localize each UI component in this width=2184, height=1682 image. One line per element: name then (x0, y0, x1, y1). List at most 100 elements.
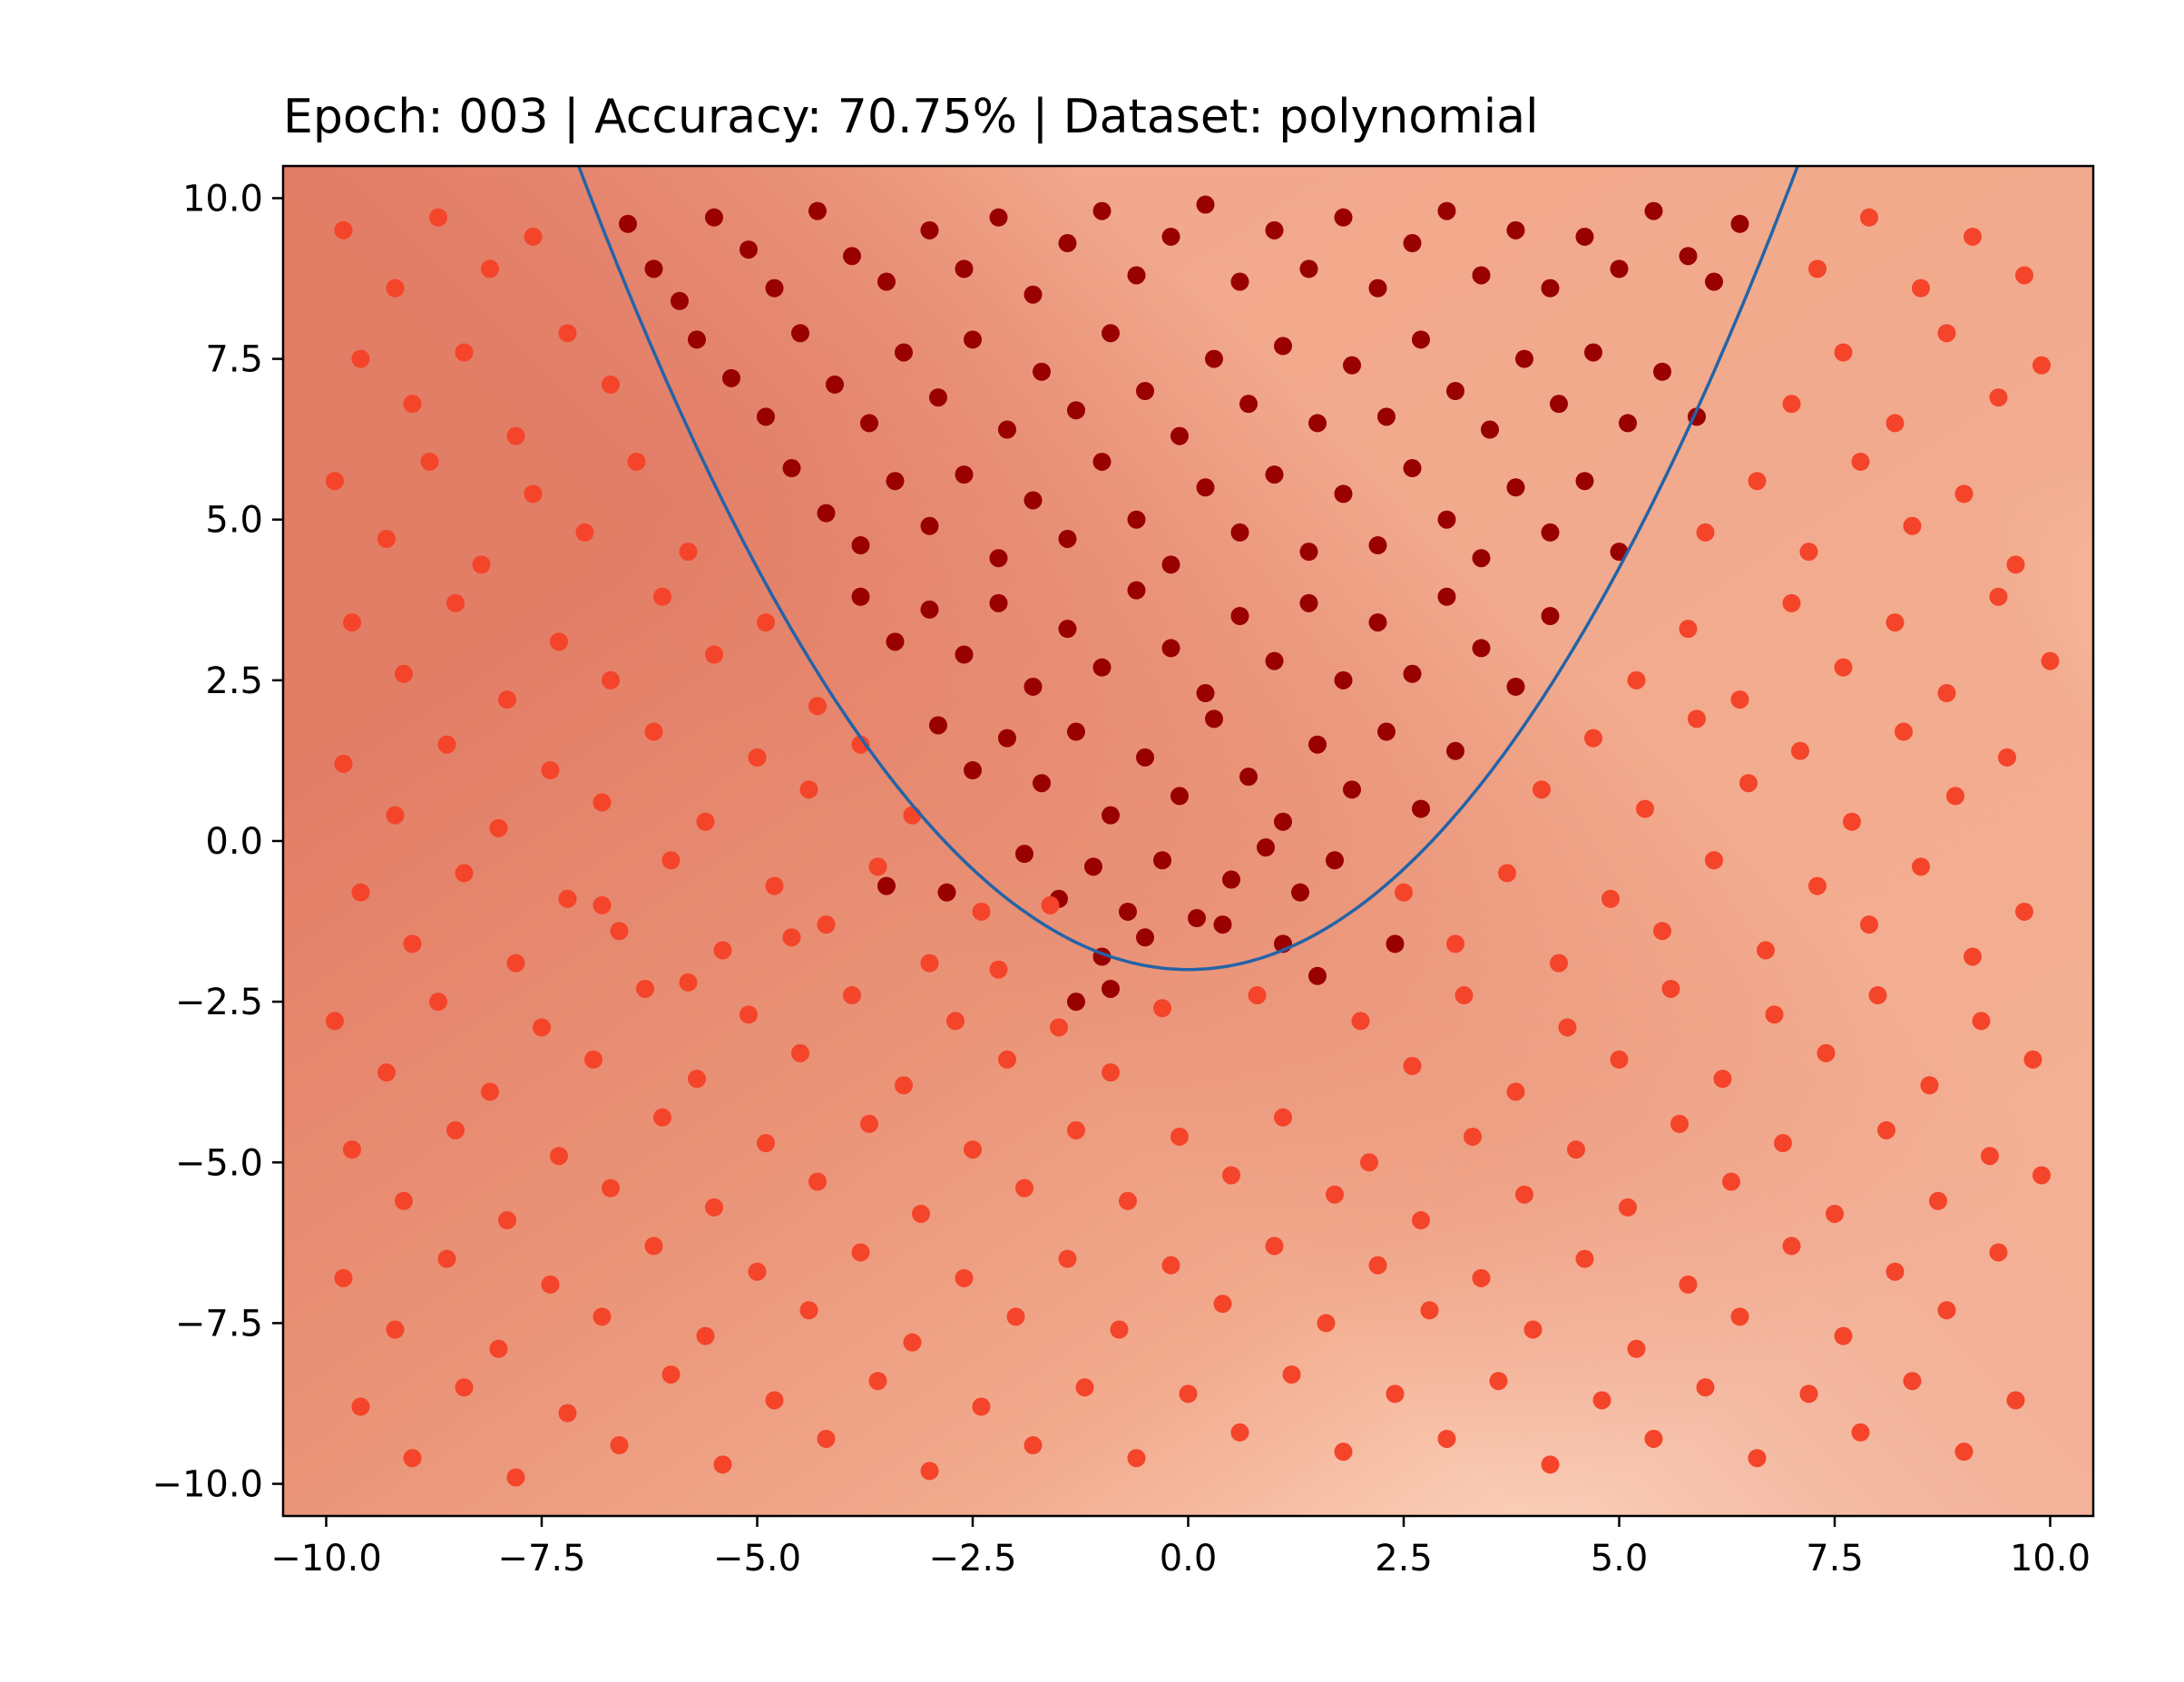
data-point-class-1 (1102, 979, 1120, 998)
data-point-class-1 (1308, 735, 1327, 754)
data-point-class-1 (1265, 651, 1284, 670)
data-point-class-0 (1843, 812, 1861, 831)
data-point-class-1 (937, 883, 956, 902)
data-point-class-1 (1084, 857, 1102, 876)
data-point-class-0 (636, 979, 654, 998)
data-point-class-0 (1420, 1301, 1439, 1320)
data-point-class-0 (1954, 1442, 1973, 1462)
data-point-class-0 (2006, 555, 2025, 574)
y-tick-label: −5.0 (175, 1142, 263, 1184)
data-point-class-0 (550, 1147, 568, 1166)
data-point-class-1 (1515, 349, 1533, 368)
data-point-class-1 (1403, 234, 1422, 253)
data-point-class-1 (1437, 587, 1456, 606)
data-point-class-1 (1541, 523, 1560, 542)
data-point-class-0 (1748, 1449, 1767, 1468)
data-point-class-1 (920, 516, 939, 535)
data-point-class-0 (446, 593, 465, 612)
data-point-class-1 (1170, 426, 1189, 445)
data-point-class-0 (1696, 1378, 1715, 1397)
data-point-class-0 (610, 1436, 629, 1455)
data-point-class-1 (920, 600, 939, 619)
data-point-class-0 (1102, 1063, 1120, 1082)
data-point-class-1 (1291, 883, 1309, 902)
data-point-class-1 (860, 414, 878, 433)
data-point-class-1 (929, 716, 947, 735)
data-point-class-1 (1705, 272, 1723, 291)
data-point-class-0 (1739, 774, 1758, 793)
data-point-class-1 (1308, 966, 1327, 985)
data-point-class-1 (1437, 510, 1456, 529)
data-point-class-0 (437, 735, 456, 754)
data-point-class-1 (1472, 549, 1491, 568)
y-tick-label: 10.0 (182, 178, 263, 220)
data-point-class-0 (481, 1082, 499, 1101)
data-point-class-0 (1989, 1243, 2008, 1262)
data-point-class-0 (1653, 922, 1671, 941)
data-point-class-1 (1437, 201, 1456, 220)
data-point-class-0 (1765, 1005, 1784, 1024)
data-point-class-1 (989, 549, 1008, 568)
data-point-class-1 (1092, 201, 1112, 220)
data-point-class-1 (705, 208, 723, 227)
y-tick-label: 2.5 (205, 660, 263, 702)
data-point-class-0 (403, 1449, 422, 1468)
data-point-class-0 (705, 1198, 723, 1217)
data-point-class-1 (1403, 459, 1422, 478)
data-point-class-0 (679, 973, 698, 992)
data-point-class-1 (1239, 768, 1258, 787)
data-point-class-0 (1782, 395, 1801, 414)
data-point-class-0 (1230, 1423, 1249, 1442)
decision-boundary-curve (576, 166, 1800, 972)
data-point-class-0 (1696, 523, 1715, 542)
data-point-class-1 (1058, 620, 1077, 639)
data-point-class-0 (1575, 1249, 1594, 1268)
data-point-class-0 (334, 754, 353, 773)
data-point-class-0 (1317, 1314, 1336, 1333)
data-point-class-0 (1403, 1057, 1422, 1075)
data-point-class-0 (1541, 1455, 1560, 1474)
data-point-class-0 (2015, 902, 2033, 921)
data-point-class-0 (481, 259, 499, 279)
data-point-class-1 (1446, 382, 1464, 400)
data-point-class-0 (506, 426, 525, 445)
data-point-class-0 (395, 664, 413, 683)
data-point-class-1 (1334, 208, 1353, 227)
data-point-class-0 (1748, 472, 1767, 491)
data-point-class-0 (808, 697, 827, 716)
data-point-class-0 (1757, 941, 1775, 960)
data-point-class-0 (1351, 1012, 1370, 1031)
data-point-class-0 (1885, 414, 1905, 433)
data-point-class-0 (1627, 670, 1646, 689)
data-point-class-0 (1636, 799, 1654, 818)
data-point-class-0 (1006, 1307, 1025, 1326)
data-point-class-0 (739, 1005, 758, 1024)
data-point-class-0 (1584, 729, 1602, 748)
data-point-class-0 (343, 613, 361, 632)
data-point-class-1 (955, 259, 974, 279)
data-point-class-0 (799, 1301, 818, 1320)
data-point-class-1 (998, 420, 1016, 439)
data-point-class-0 (765, 1391, 784, 1410)
data-point-class-1 (1343, 356, 1361, 375)
data-point-class-0 (868, 1372, 887, 1391)
data-point-class-0 (868, 857, 887, 876)
data-point-class-0 (1472, 1268, 1491, 1287)
data-point-class-1 (1015, 845, 1033, 864)
data-point-class-0 (420, 452, 439, 471)
data-point-class-1 (1213, 915, 1232, 934)
y-tick-label: −7.5 (175, 1303, 263, 1345)
data-point-class-0 (903, 1333, 922, 1352)
data-point-class-0 (1274, 1108, 1292, 1127)
data-point-class-0 (1179, 1384, 1198, 1403)
data-point-class-1 (1377, 722, 1396, 741)
data-point-class-1 (1102, 324, 1120, 343)
data-point-class-0 (489, 818, 508, 837)
data-point-class-1 (1196, 195, 1215, 214)
x-tick-label: −5.0 (713, 1538, 801, 1579)
data-point-class-0 (1170, 1127, 1189, 1146)
data-point-class-0 (799, 780, 818, 799)
data-point-class-0 (705, 645, 723, 664)
data-point-class-0 (644, 722, 663, 741)
data-point-class-0 (2015, 266, 2033, 285)
